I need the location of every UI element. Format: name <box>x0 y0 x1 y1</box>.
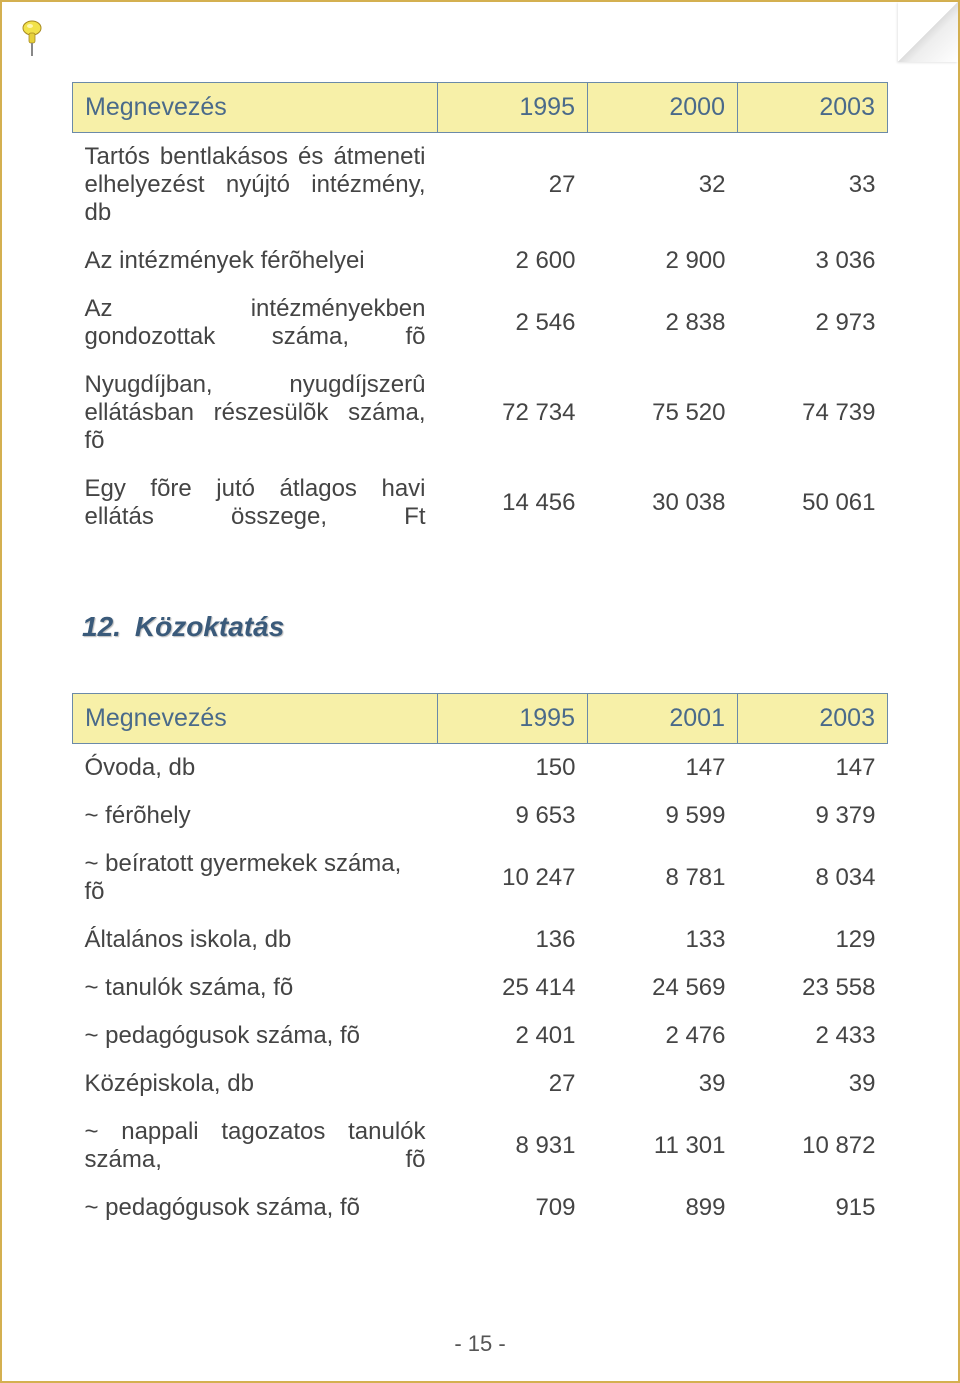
table-row: Nyugdíjban, nyugdíjszerû ellátásban rész… <box>73 361 888 465</box>
cell-value: 2 546 <box>438 285 588 361</box>
table-row: Az intézmények férõhelyei 2 600 2 900 3 … <box>73 237 888 285</box>
cell-value: 147 <box>588 744 738 793</box>
table-row: ~ férõhely 9 653 9 599 9 379 <box>73 792 888 840</box>
table-row: Az intézményekben gondozottak száma, fõ … <box>73 285 888 361</box>
table-row: Óvoda, db 150 147 147 <box>73 744 888 793</box>
cell-label: ~ nappali tagozatos tanulók száma, fõ <box>73 1108 438 1184</box>
cell-value: 33 <box>738 133 888 238</box>
section-heading: 12. Közoktatás <box>82 611 888 643</box>
cell-value: 2 838 <box>588 285 738 361</box>
cell-value: 11 301 <box>588 1108 738 1184</box>
col-header-label: Megnevezés <box>73 83 438 133</box>
cell-value: 9 599 <box>588 792 738 840</box>
cell-label: Egy fõre jutó átlagos havi ellátás össze… <box>73 465 438 541</box>
cell-value: 27 <box>438 1060 588 1108</box>
col-header-label: Megnevezés <box>73 694 438 744</box>
cell-label: Az intézményekben gondozottak száma, fõ <box>73 285 438 361</box>
table-row: Általános iskola, db 136 133 129 <box>73 916 888 964</box>
cell-value: 2 476 <box>588 1012 738 1060</box>
col-header-2003: 2003 <box>738 694 888 744</box>
col-header-1995: 1995 <box>438 694 588 744</box>
cell-value: 133 <box>588 916 738 964</box>
pushpin-icon <box>16 16 48 58</box>
cell-value: 75 520 <box>588 361 738 465</box>
page-number: - 15 - <box>2 1331 958 1357</box>
cell-value: 899 <box>588 1184 738 1232</box>
cell-label: ~ beíratott gyermekek száma, fõ <box>73 840 438 916</box>
cell-value: 39 <box>588 1060 738 1108</box>
table-row: ~ nappali tagozatos tanulók száma, fõ 8 … <box>73 1108 888 1184</box>
cell-value: 27 <box>438 133 588 238</box>
cell-value: 150 <box>438 744 588 793</box>
cell-value: 147 <box>738 744 888 793</box>
cell-value: 32 <box>588 133 738 238</box>
cell-value: 14 456 <box>438 465 588 541</box>
col-header-1995: 1995 <box>438 83 588 133</box>
cell-value: 74 739 <box>738 361 888 465</box>
table-row: Egy fõre jutó átlagos havi ellátás össze… <box>73 465 888 541</box>
table-row: Középiskola, db 27 39 39 <box>73 1060 888 1108</box>
table-1: Megnevezés 1995 2000 2003 Tartós bentlak… <box>72 82 888 541</box>
cell-value: 72 734 <box>438 361 588 465</box>
table-row: ~ pedagógusok száma, fõ 2 401 2 476 2 43… <box>73 1012 888 1060</box>
cell-label: Általános iskola, db <box>73 916 438 964</box>
cell-value: 24 569 <box>588 964 738 1012</box>
cell-value: 2 973 <box>738 285 888 361</box>
table-row: Tartós bentlakásos és átmeneti elhelyezé… <box>73 133 888 238</box>
cell-value: 3 036 <box>738 237 888 285</box>
cell-value: 25 414 <box>438 964 588 1012</box>
table-2: Megnevezés 1995 2001 2003 Óvoda, db 150 … <box>72 693 888 1232</box>
cell-value: 10 872 <box>738 1108 888 1184</box>
cell-value: 709 <box>438 1184 588 1232</box>
cell-value: 30 038 <box>588 465 738 541</box>
cell-value: 2 900 <box>588 237 738 285</box>
cell-value: 8 781 <box>588 840 738 916</box>
col-header-2001: 2001 <box>588 694 738 744</box>
cell-label: ~ pedagógusok száma, fõ <box>73 1184 438 1232</box>
cell-value: 129 <box>738 916 888 964</box>
cell-value: 50 061 <box>738 465 888 541</box>
cell-label: Nyugdíjban, nyugdíjszerû ellátásban rész… <box>73 361 438 465</box>
cell-label: Óvoda, db <box>73 744 438 793</box>
page-fold-corner-icon <box>898 2 958 62</box>
cell-label: Középiskola, db <box>73 1060 438 1108</box>
cell-value: 39 <box>738 1060 888 1108</box>
cell-value: 8 034 <box>738 840 888 916</box>
cell-value: 9 653 <box>438 792 588 840</box>
cell-value: 2 600 <box>438 237 588 285</box>
col-header-2003: 2003 <box>738 83 888 133</box>
table-header-row: Megnevezés 1995 2000 2003 <box>73 83 888 133</box>
table-row: ~ pedagógusok száma, fõ 709 899 915 <box>73 1184 888 1232</box>
cell-value: 9 379 <box>738 792 888 840</box>
cell-value: 915 <box>738 1184 888 1232</box>
cell-label: Az intézmények férõhelyei <box>73 237 438 285</box>
cell-value: 23 558 <box>738 964 888 1012</box>
table-row: ~ beíratott gyermekek száma, fõ 10 247 8… <box>73 840 888 916</box>
cell-value: 2 401 <box>438 1012 588 1060</box>
cell-label: Tartós bentlakásos és átmeneti elhelyezé… <box>73 133 438 238</box>
col-header-2000: 2000 <box>588 83 738 133</box>
cell-label: ~ pedagógusok száma, fõ <box>73 1012 438 1060</box>
cell-value: 2 433 <box>738 1012 888 1060</box>
cell-label: ~ férõhely <box>73 792 438 840</box>
cell-label: ~ tanulók száma, fõ <box>73 964 438 1012</box>
document-page: Megnevezés 1995 2000 2003 Tartós bentlak… <box>0 0 960 1383</box>
table-header-row: Megnevezés 1995 2001 2003 <box>73 694 888 744</box>
cell-value: 8 931 <box>438 1108 588 1184</box>
cell-value: 136 <box>438 916 588 964</box>
table-row: ~ tanulók száma, fõ 25 414 24 569 23 558 <box>73 964 888 1012</box>
cell-value: 10 247 <box>438 840 588 916</box>
